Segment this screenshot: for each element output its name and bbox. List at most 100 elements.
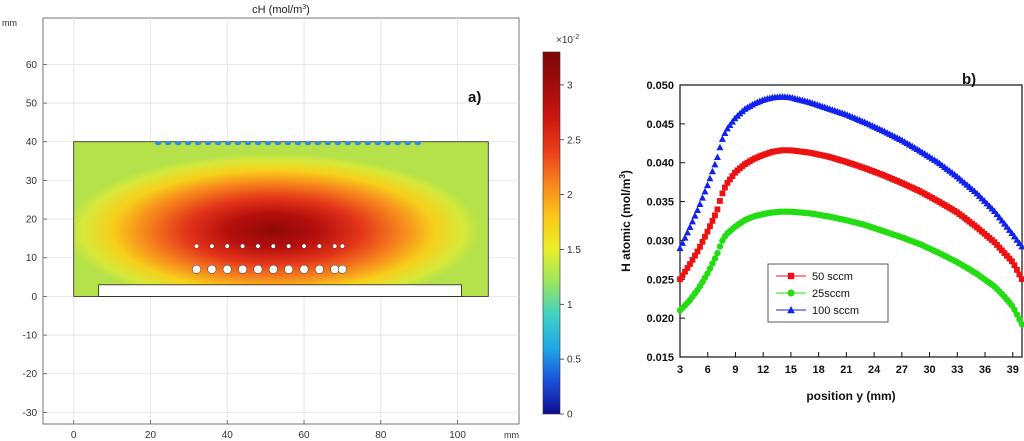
inlet-mark: [374, 141, 381, 146]
data-point: [709, 260, 716, 267]
data-point: [707, 223, 713, 230]
upper-hole: [301, 243, 307, 249]
x-tick-label: 80: [375, 430, 387, 441]
x-tick-label: 24: [868, 364, 881, 376]
y-tick-label: 20: [26, 215, 38, 226]
data-point: [699, 238, 706, 245]
data-point: [689, 256, 696, 263]
plot-b-legend: 50 sccm 25sccm 100 sccm: [767, 263, 889, 323]
data-point: [728, 118, 736, 125]
substrate: [98, 284, 462, 297]
lower-hole: [207, 264, 217, 274]
lower-hole: [222, 264, 232, 274]
legend-label: 50 sccm: [812, 271, 853, 283]
data-point: [1018, 320, 1024, 328]
x-tick-label: 27: [896, 364, 908, 376]
x-tick-label: 12: [757, 364, 769, 376]
y-tick-label: 60: [26, 60, 38, 71]
data-point: [683, 228, 691, 236]
x-tick-label: 21: [840, 364, 852, 376]
plot-a-x-ticks: 0 20 40 60 80 100: [71, 420, 466, 441]
plot-b-x-ticks: 3 6 9 12 15 18 21 24 27 30 33 36 39: [677, 352, 1019, 376]
y-tick-label: 30: [26, 176, 38, 187]
upper-hole: [255, 243, 261, 249]
data-point: [713, 153, 721, 160]
data-point: [724, 179, 731, 186]
data-point: [714, 249, 721, 257]
data-point: [716, 143, 724, 151]
concentration-field: [73, 141, 489, 297]
inlet-mark: [154, 141, 162, 146]
y-tick-label: -30: [23, 408, 38, 419]
x-tick-label: 30: [923, 364, 935, 376]
data-point: [692, 252, 698, 259]
y-tick-label: 0.045: [646, 119, 674, 131]
panel-b-label: b): [962, 71, 976, 88]
colorbar-tick-label: 2: [567, 190, 573, 201]
data-point: [1009, 258, 1015, 265]
data-point: [703, 181, 711, 189]
plot-a-x-unit: mm: [504, 430, 519, 440]
plot-b-y-ticks: 0.015 0.020 0.025 0.030 0.035 0.040 0.045 0.050: [646, 80, 685, 364]
legend-marker: [787, 289, 795, 297]
y-tick-label: -10: [23, 331, 38, 342]
data-point: [1019, 276, 1024, 283]
legend-label: 100 sccm: [812, 305, 859, 317]
lower-hole: [192, 264, 201, 274]
lower-hole: [299, 264, 309, 274]
upper-hole: [270, 243, 276, 249]
x-tick-label: 36: [979, 364, 991, 376]
data-point: [686, 223, 694, 230]
x-tick-label: 39: [1007, 364, 1019, 376]
data-point: [706, 265, 714, 272]
inlet-mark: [404, 141, 411, 146]
gas-inlet-marks: [154, 141, 421, 146]
x-tick-label: 40: [222, 430, 234, 441]
lower-hole: [268, 264, 278, 274]
colorbar-tick-label: 0.5: [567, 355, 581, 366]
x-tick-label: 15: [785, 364, 797, 376]
data-point: [1011, 306, 1018, 313]
x-tick-label: 20: [145, 430, 157, 441]
inlet-mark: [174, 141, 182, 146]
data-point: [1018, 242, 1024, 250]
y-tick-label: 0.020: [646, 313, 674, 325]
data-point: [687, 261, 693, 267]
data-point: [714, 206, 721, 213]
data-point: [721, 129, 729, 137]
data-point: [723, 124, 731, 132]
inlet-mark: [184, 141, 192, 146]
data-point: [694, 248, 701, 255]
data-point: [704, 228, 711, 235]
x-tick-label: 33: [951, 364, 963, 376]
colorbar-tick-label: 3: [567, 80, 573, 91]
inlet-mark: [344, 141, 351, 146]
colorbar-ticks: 0 0.5 1 1.5 2 2.5 3: [560, 80, 581, 421]
data-point: [682, 268, 688, 275]
data-point: [696, 200, 704, 207]
upper-hole: [194, 243, 199, 249]
data-point: [701, 187, 709, 195]
legend-item: 100 sccm: [776, 305, 859, 317]
data-point: [681, 234, 689, 241]
data-point: [708, 167, 716, 175]
inlet-mark: [214, 141, 222, 146]
data-point: [722, 184, 728, 191]
x-tick-label: 0: [71, 430, 77, 441]
inlet-mark: [354, 141, 361, 146]
upper-hole: [316, 243, 322, 249]
x-tick-label: 18: [813, 364, 825, 376]
data-point: [711, 160, 719, 168]
inlet-mark: [324, 141, 332, 146]
upper-hole: [209, 243, 215, 249]
x-tick-label: 9: [732, 364, 738, 376]
lower-hole: [330, 264, 340, 274]
series-25sccm: [676, 208, 1024, 328]
inlet-mark: [294, 141, 302, 146]
data-point: [1011, 262, 1018, 269]
upper-hole: [332, 243, 338, 249]
lower-hole: [238, 264, 248, 274]
lower-hole: [314, 264, 324, 274]
data-point: [711, 255, 719, 262]
y-tick-label: 0.035: [646, 197, 674, 209]
